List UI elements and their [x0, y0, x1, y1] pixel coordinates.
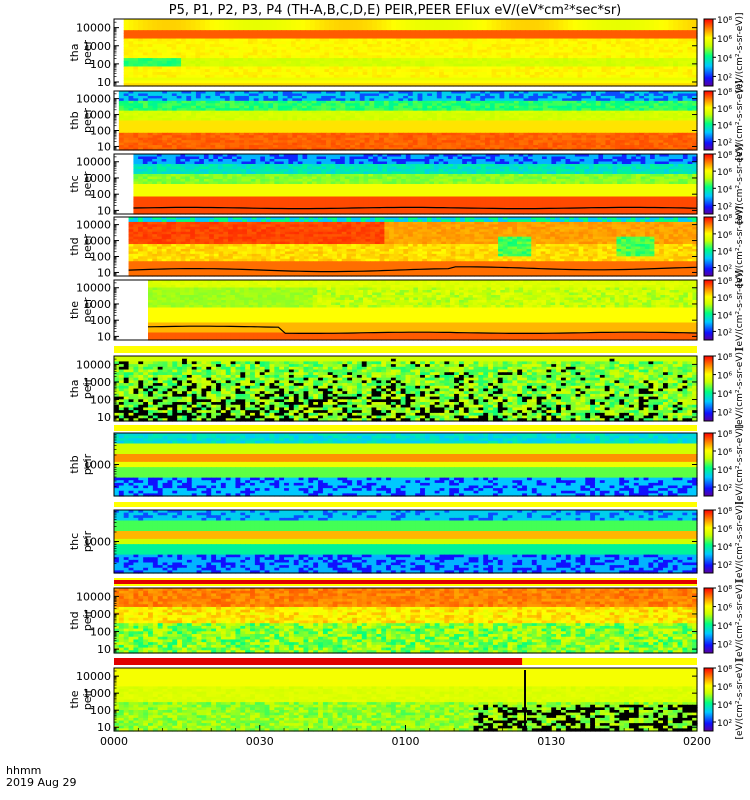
- colorbar: [704, 19, 713, 86]
- heatmap-cells: [124, 19, 698, 87]
- colorbar-tick-label: 10⁶: [717, 35, 732, 45]
- y-tick-label: 10: [97, 76, 111, 89]
- heatmap-cells: [119, 91, 698, 151]
- panel-ylabel-product: peer: [81, 40, 94, 66]
- chart-title: P5, P1, P2, P3, P4 (TH-A,B,C,D,E) PEIR,P…: [169, 3, 622, 18]
- colorbar-tick-label: 10²: [717, 73, 732, 83]
- y-tick-label: 10000: [76, 22, 111, 35]
- panel-ylabel-probe: tha: [68, 43, 81, 61]
- panel-thb-peer: 10100100010000thb peer10²10⁴10⁶10⁸ [eV/(cm…: [68, 80, 745, 160]
- colorbar-tick-label: 10⁴: [717, 54, 732, 64]
- colorbar-tick-label: 10⁸: [717, 16, 732, 26]
